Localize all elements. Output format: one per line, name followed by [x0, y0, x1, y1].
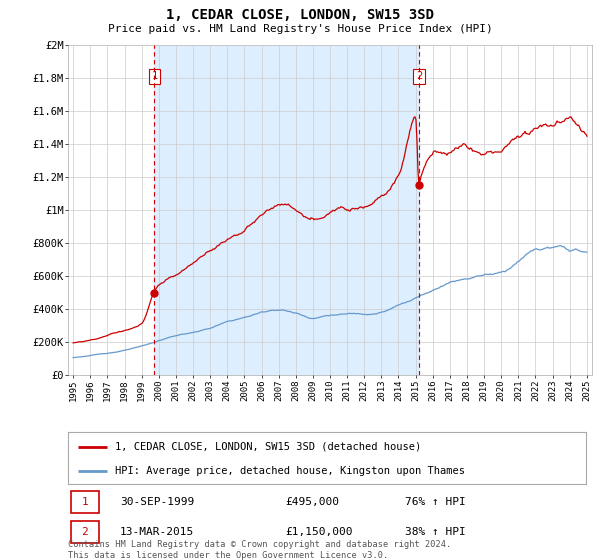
- Text: 76% ↑ HPI: 76% ↑ HPI: [404, 497, 466, 507]
- Text: 13-MAR-2015: 13-MAR-2015: [120, 527, 194, 537]
- Text: 30-SEP-1999: 30-SEP-1999: [120, 497, 194, 507]
- FancyBboxPatch shape: [71, 521, 99, 543]
- Text: 1: 1: [151, 71, 158, 81]
- Text: 1, CEDAR CLOSE, LONDON, SW15 3SD: 1, CEDAR CLOSE, LONDON, SW15 3SD: [166, 8, 434, 22]
- Text: Price paid vs. HM Land Registry's House Price Index (HPI): Price paid vs. HM Land Registry's House …: [107, 24, 493, 34]
- Text: £495,000: £495,000: [286, 497, 340, 507]
- FancyBboxPatch shape: [71, 491, 99, 513]
- Text: 1: 1: [82, 497, 88, 507]
- Text: 2: 2: [416, 71, 422, 81]
- Bar: [154, 45, 419, 375]
- Text: HPI: Average price, detached house, Kingston upon Thames: HPI: Average price, detached house, King…: [115, 466, 464, 476]
- Text: 2: 2: [82, 527, 88, 537]
- Text: Contains HM Land Registry data © Crown copyright and database right 2024.: Contains HM Land Registry data © Crown c…: [68, 540, 451, 549]
- Text: 38% ↑ HPI: 38% ↑ HPI: [404, 527, 466, 537]
- Text: This data is licensed under the Open Government Licence v3.0.: This data is licensed under the Open Gov…: [68, 551, 388, 560]
- Text: £1,150,000: £1,150,000: [286, 527, 353, 537]
- Text: 1, CEDAR CLOSE, LONDON, SW15 3SD (detached house): 1, CEDAR CLOSE, LONDON, SW15 3SD (detach…: [115, 441, 421, 451]
